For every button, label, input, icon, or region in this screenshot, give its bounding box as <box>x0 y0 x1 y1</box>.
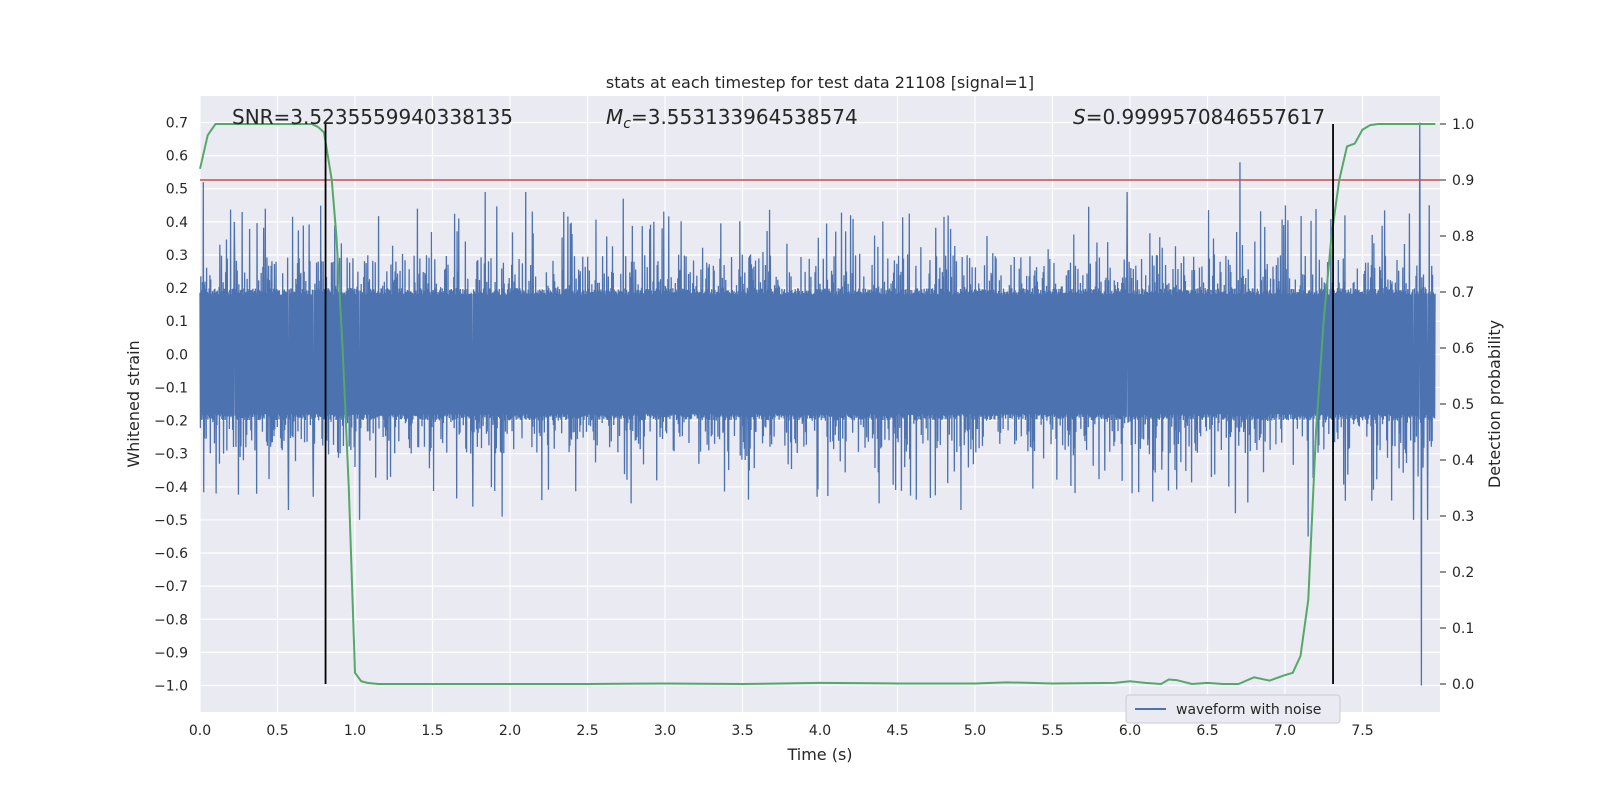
chart-title: stats at each timestep for test data 211… <box>606 73 1034 92</box>
y-tick-label: 0.4 <box>166 215 188 231</box>
y-tick-label: −0.8 <box>154 612 188 628</box>
y2-tick-label: 1.0 <box>1452 117 1474 133</box>
y2-tick-label: 0.2 <box>1452 565 1474 581</box>
x-tick-label: 7.0 <box>1274 723 1296 739</box>
legend-box <box>1125 694 1341 724</box>
x-tick-label: 6.5 <box>1196 723 1218 739</box>
detection-vlines <box>324 124 1334 684</box>
y-tick-label: 0.5 <box>166 182 188 198</box>
y-tick-label: −0.6 <box>154 546 188 562</box>
x-axis-ticks: 0.0 0.5 1.0 1.5 2.0 2.5 3.0 3.5 4.0 4.5 5.0 5.5 6.0 6… <box>189 723 1374 739</box>
y2-axis-ticks: 1.0 0.9 0.8 0.7 0.6 0.5 0.4 0.3 0.2 0.1 0.0 <box>1440 117 1474 693</box>
y-tick-label: −0.5 <box>154 513 188 529</box>
mc-annotation: Mc=3.553133964538574 <box>606 105 858 132</box>
x-tick-label: 4.5 <box>886 723 908 739</box>
y2-tick-label: 0.8 <box>1452 229 1474 245</box>
s-value: =0.9999570846557617 <box>1086 105 1325 129</box>
mc-subscript: c <box>623 116 631 132</box>
x-axis-label: Time (s) <box>786 745 852 764</box>
x-tick-label: 6.0 <box>1119 723 1141 739</box>
x-tick-label: 5.0 <box>964 723 986 739</box>
x-tick-label: 0.0 <box>189 723 211 739</box>
y-tick-label: 0.6 <box>166 149 188 165</box>
x-tick-label: 2.0 <box>499 723 521 739</box>
y-axis-label: Whitened strain <box>124 340 143 467</box>
y2-tick-label: 0.3 <box>1452 509 1474 525</box>
y-axis-ticks: 0.7 0.6 0.5 0.4 0.3 0.2 0.1 0.0 −0.1 −0.2 −0.3 −0.4… <box>154 115 188 694</box>
legend: waveform with noise <box>1125 694 1341 724</box>
y2-tick-label: 0.9 <box>1452 173 1474 189</box>
y-tick-label: −0.1 <box>154 380 188 396</box>
probability-line <box>199 123 1436 686</box>
snr-annotation: SNR=3.5235559940338135 <box>232 105 513 129</box>
y2-tick-label: 0.5 <box>1452 397 1474 413</box>
x-tick-label: 0.5 <box>266 723 288 739</box>
y-tick-label: 0.0 <box>166 347 188 363</box>
x-tick-label: 1.5 <box>421 723 443 739</box>
y2-tick-label: 0.4 <box>1452 453 1474 469</box>
y-tick-label: −1.0 <box>154 679 188 695</box>
y-tick-label: −0.3 <box>154 447 188 463</box>
x-tick-label: 3.5 <box>731 723 753 739</box>
waveform-series <box>199 122 1436 686</box>
y2-tick-label: 0.7 <box>1452 285 1474 301</box>
y2-tick-label: 0.0 <box>1452 677 1474 693</box>
y-tick-label: −0.7 <box>154 579 188 595</box>
x-tick-label: 3.0 <box>654 723 676 739</box>
s-annotation: S=0.9999570846557617 <box>1073 105 1325 129</box>
y-tick-label: 0.3 <box>166 248 188 264</box>
probability-series <box>199 123 1436 686</box>
x-tick-label: 7.5 <box>1351 723 1373 739</box>
y-tick-label: −0.2 <box>154 414 188 430</box>
y-tick-label: 0.2 <box>166 281 188 297</box>
x-tick-label: 4.0 <box>809 723 831 739</box>
legend-entry: waveform with noise <box>1176 702 1321 718</box>
y2-tick-label: 0.1 <box>1452 621 1474 637</box>
y-tick-label: 0.1 <box>166 314 188 330</box>
s-symbol: S <box>1073 105 1086 129</box>
y-tick-label: 0.7 <box>166 115 188 131</box>
y2-axis-label: Detection probability <box>1485 320 1504 488</box>
mc-symbol: M <box>606 105 623 129</box>
y-tick-label: −0.4 <box>154 480 188 496</box>
x-tick-label: 1.0 <box>344 723 366 739</box>
x-tick-label: 5.5 <box>1041 723 1063 739</box>
x-tick-label: 2.5 <box>576 723 598 739</box>
waveform-line <box>199 122 1436 686</box>
mc-value: =3.553133964538574 <box>631 105 858 129</box>
y2-tick-label: 0.6 <box>1452 341 1474 357</box>
y-tick-label: −0.9 <box>154 645 188 661</box>
